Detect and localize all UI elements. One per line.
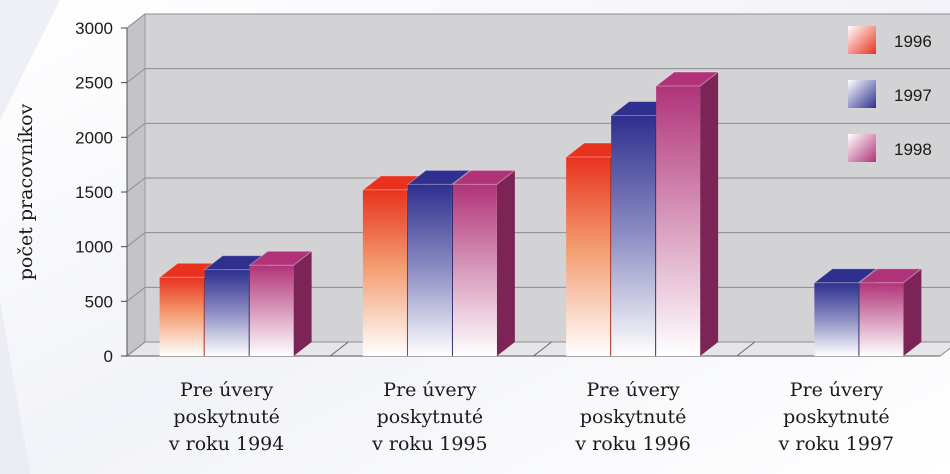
bar-front [859,282,904,356]
bars [158,71,923,357]
legend-swatch [848,134,876,162]
bar-top [654,71,720,87]
legend-item-1998: 1998 [848,134,932,162]
bar-front [249,265,294,356]
decor-stripe [0,300,30,474]
bar-front [362,189,407,356]
x-category-label: Pre úvery poskytnuté v roku 1995 [371,379,487,455]
bar-top [857,268,923,284]
y-tick-label: 500 [85,292,113,311]
x-category-label: Pre úvery poskytnuté v roku 1994 [168,379,284,455]
legend-swatch [848,80,876,108]
x-category-line: Pre úvery [587,379,680,401]
bar-front [611,115,656,356]
legend-label: 1996 [894,32,932,51]
x-category-line: v roku 1994 [168,433,284,455]
legend-swatch [848,26,876,54]
bar-1998-3 [857,268,923,356]
bar-side [700,71,719,357]
bar-front [656,85,701,357]
x-category-line: poskytnuté [783,406,890,428]
bar-1998-1 [451,169,517,356]
x-category-line: v roku 1995 [371,433,487,455]
legend-item-1996: 1996 [848,26,932,54]
x-category-line: poskytnuté [173,406,280,428]
bar-front [452,184,497,356]
bar-1998-0 [248,250,314,356]
y-tick-label: 3000 [75,19,113,38]
gridline [126,13,950,29]
y-axis-label: počet pracovníkov [15,103,37,280]
legend-label: 1998 [894,140,932,159]
x-category-line: v roku 1996 [574,433,690,455]
legend: 1996 1997 1998 [848,26,932,162]
bar-top [451,169,517,185]
category-separator [736,341,756,357]
bar-side [496,170,515,356]
x-category-label: Pre úvery poskytnuté v roku 1997 [778,379,894,455]
x-category-line: poskytnuté [580,406,687,428]
category-separator [329,341,349,357]
y-tick-label: 2000 [75,128,113,147]
legend-label: 1997 [894,86,932,105]
bar-side [903,268,922,356]
decor-stripe [0,0,60,120]
y-tick-label: 1000 [75,238,113,257]
y-tick-label: 2500 [75,74,113,93]
x-axis-categories: Pre úvery poskytnuté v roku 1994 Pre úvery p… [168,379,894,455]
x-category-line: Pre úvery [180,379,273,401]
y-tick-label: 1500 [75,183,113,202]
bar-front [204,269,249,356]
x-category-line: Pre úvery [790,379,883,401]
bar-front [814,282,859,356]
bar-top [812,268,878,284]
x-category-line: Pre úvery [383,379,476,401]
bar-1998-2 [654,71,720,357]
bar-front [159,277,204,356]
x-category-line: v roku 1997 [778,433,894,455]
bar-top [248,250,314,266]
bar-side [293,251,312,356]
bar-top [406,169,472,185]
x-category-label: Pre úvery poskytnuté v roku 1996 [574,379,690,455]
x-category-line: poskytnuté [377,406,484,428]
legend-item-1997: 1997 [848,80,932,108]
bar-front [566,157,611,356]
category-separator [533,341,552,357]
gridline [126,68,950,84]
y-tick-label: 0 [104,347,113,366]
bar-front [407,184,452,356]
